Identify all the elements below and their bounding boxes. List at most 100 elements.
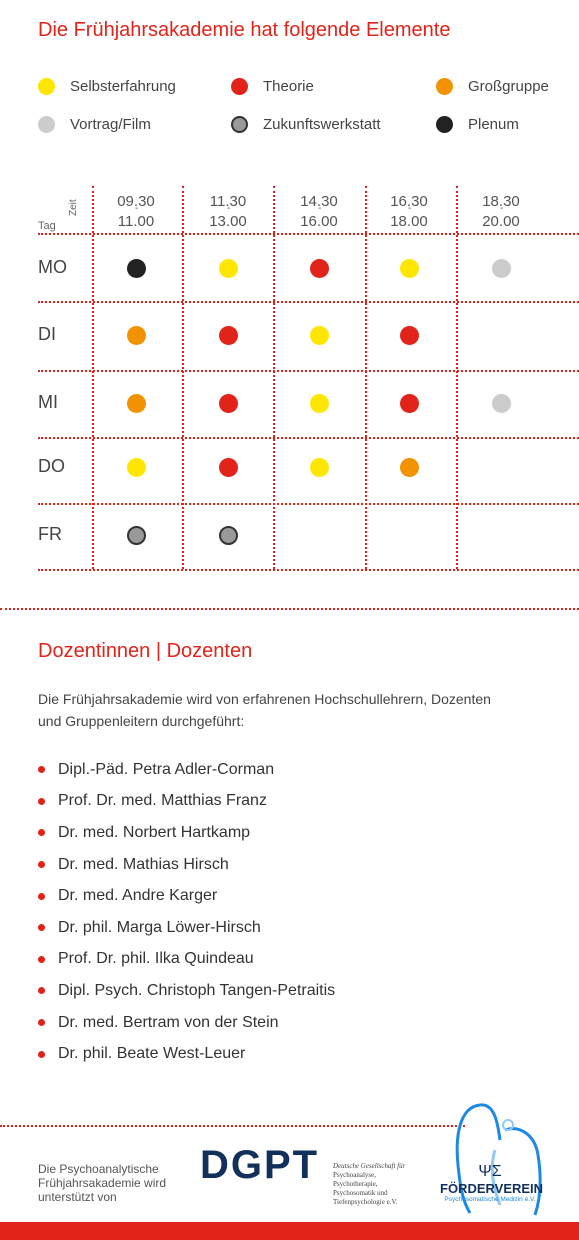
lecturer-list: Dipl.-Päd. Petra Adler-Corman Prof. Dr. m… [38, 754, 335, 1070]
lecturer-name: Dipl.-Päd. Petra Adler-Corman [58, 760, 275, 778]
schedule-title: Die Frühjahrsakademie hat folgende Eleme… [38, 19, 451, 41]
time-end: 11.00 [117, 213, 155, 230]
legend-label: Großgruppe [468, 77, 549, 95]
lecturer-item: Dipl. Psych. Christoph Tangen-Petraitis [38, 975, 335, 1007]
orange-dot-icon [436, 77, 453, 95]
dgpt-line-5: Tiefenpsychologie e.V. [333, 1198, 398, 1206]
yellow-dot-icon [38, 77, 55, 95]
time-end: 16.00 [300, 213, 338, 230]
gray-dot-icon [38, 115, 55, 133]
legend-item: Plenum [436, 113, 519, 135]
schedule-dot-orange-dot-icon [127, 326, 146, 345]
schedule-dot-ring-dot-icon [219, 526, 238, 545]
time-start: 18.30 [482, 193, 520, 210]
dgpt-logo: DGPT [200, 1143, 320, 1187]
lecturer-item: Dr. med. Andre Karger [38, 880, 335, 912]
schedule-dot-orange-dot-icon [400, 458, 419, 477]
schedule-dot-yellow-dot-icon [310, 326, 329, 345]
day-label: MO [38, 257, 67, 277]
time-dash: - [408, 203, 412, 214]
time-end: 20.00 [482, 213, 520, 230]
legend-item: Großgruppe [436, 75, 549, 97]
bullet-icon [38, 766, 45, 774]
table-column-divider [456, 186, 458, 569]
bullet-icon [38, 829, 45, 837]
red-dot-icon [231, 77, 248, 95]
time-slot: 18.30 20.00- [466, 192, 536, 232]
dgpt-description: Deutsche Gesellschaft für Psychoanalyse,… [333, 1162, 443, 1207]
bullet-icon [38, 987, 45, 995]
bullet-icon [38, 955, 45, 963]
bottom-red-bar [0, 1222, 579, 1240]
lecturer-item: Prof. Dr. med. Matthias Franz [38, 786, 335, 818]
schedule-dot-black-dot-icon [127, 259, 146, 278]
lecturer-name: Prof. Dr. phil. Ilka Quindeau [58, 950, 254, 968]
schedule-dot-yellow-dot-icon [400, 259, 419, 278]
lecturer-name: Prof. Dr. med. Matthias Franz [58, 792, 267, 810]
schedule-dot-red-dot-icon [219, 326, 238, 345]
schedule-dot-ring-dot-icon [127, 526, 146, 545]
bullet-icon [38, 1019, 45, 1027]
schedule-dot-gray-dot-icon [492, 259, 511, 278]
time-slot: 11.30 13.00- [193, 192, 263, 232]
lecturer-name: Dr. med. Mathias Hirsch [58, 855, 229, 873]
schedule-dot-red-dot-icon [219, 394, 238, 413]
foerderverein-emblem-icon [455, 1103, 542, 1216]
legend-label: Plenum [468, 115, 519, 133]
legend-item: Selbsterfahrung [38, 75, 176, 97]
dgpt-line-1: Deutsche Gesellschaft für [333, 1162, 406, 1170]
time-slot: 16.30 18.00- [374, 192, 444, 232]
dgpt-line-4: Psychosomatik und [333, 1189, 388, 1197]
header-zeit: Zeit [68, 199, 79, 216]
foerder-name: FÖRDERVEREIN [440, 1181, 544, 1196]
legend-label: Vortrag/Film [70, 115, 151, 133]
lecturer-name: Dr. phil. Marga Löwer-Hirsch [58, 918, 261, 936]
schedule-dot-red-dot-icon [400, 326, 419, 345]
lecturers-title: Dozentinnen | Dozenten [38, 640, 253, 662]
time-dash: - [135, 203, 139, 214]
time-start: 09.30 [117, 193, 155, 210]
schedule-dot-red-dot-icon [219, 458, 238, 477]
intro-line-1: Die Frühjahrsakademie wird von erfahrene… [38, 691, 491, 707]
schedule-dot-red-dot-icon [400, 394, 419, 413]
lecturer-item: Dipl.-Päd. Petra Adler-Corman [38, 754, 335, 786]
foerder-symbol: ΨΣ [478, 1163, 502, 1180]
lecturer-item: Dr. med. Bertram von der Stein [38, 1007, 335, 1039]
schedule-dot-yellow-dot-icon [310, 458, 329, 477]
time-slot: 14.30 16.00- [284, 192, 354, 232]
lecturer-item: Dr. phil. Marga Löwer-Hirsch [38, 912, 335, 944]
schedule-dot-yellow-dot-icon [127, 458, 146, 477]
intro-line-2: und Gruppenleitern durchgeführt: [38, 713, 245, 729]
schedule-dot-yellow-dot-icon [310, 394, 329, 413]
lecturers-intro: Die Frühjahrsakademie wird von erfahrene… [38, 688, 538, 732]
bullet-icon [38, 861, 45, 869]
legend-label: Selbsterfahrung [70, 77, 176, 95]
foerderverein-logo: ΨΣ FÖRDERVEREIN Psychosomatische Medizin… [440, 1163, 544, 1203]
bullet-icon [38, 892, 45, 900]
legend-item: Vortrag/Film [38, 113, 151, 135]
foerder-sub: Psychosomatische Medizin e.V. [444, 1196, 536, 1203]
lecturer-item: Dr. phil. Beate West-Leuer [38, 1038, 335, 1070]
table-row-divider [38, 569, 579, 571]
time-dash: - [318, 203, 322, 214]
support-line-2: Frühjahrsakademie wird [38, 1176, 167, 1190]
table-row-divider [38, 370, 579, 372]
schedule-dot-gray-dot-icon [492, 394, 511, 413]
schedule-dot-yellow-dot-icon [219, 259, 238, 278]
dgpt-line-2: Psychoanalyse, [333, 1171, 376, 1179]
lecturer-name: Dr. med. Andre Karger [58, 887, 218, 905]
section-divider [0, 608, 579, 610]
bullet-icon [38, 797, 45, 805]
table-row-divider [38, 503, 579, 505]
legend-label: Zukunftswerkstatt [263, 115, 381, 133]
schedule-dot-orange-dot-icon [127, 394, 146, 413]
time-start: 16.30 [390, 193, 428, 210]
footer-divider [0, 1125, 465, 1127]
bullet-icon [38, 1050, 45, 1058]
day-label: FR [38, 524, 62, 544]
lecturer-name: Dr. med. Norbert Hartkamp [58, 823, 251, 841]
table-column-divider [182, 186, 184, 569]
time-dash: - [500, 203, 504, 214]
time-start: 11.30 [209, 193, 247, 210]
support-text: Die Psychoanalytische Frühjahrsakademie … [38, 1162, 178, 1204]
